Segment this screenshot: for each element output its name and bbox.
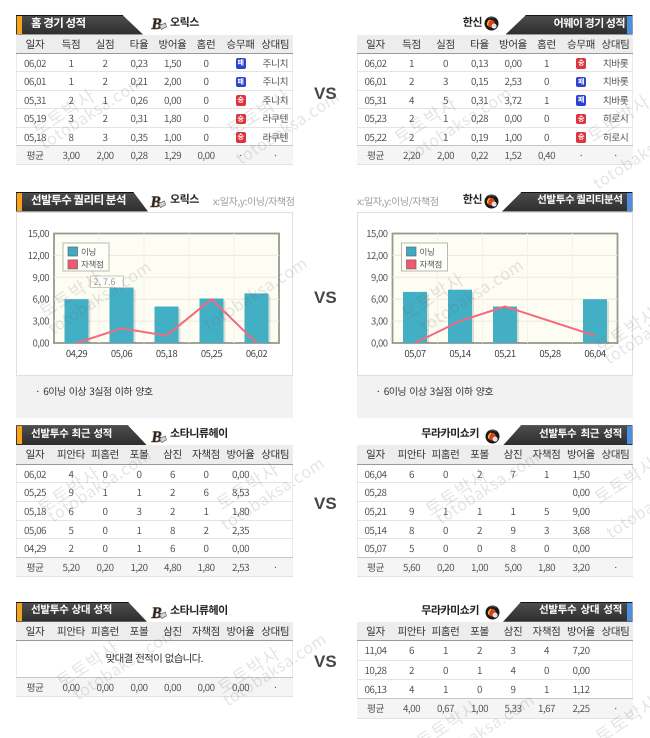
svg-text:06,04: 06,04 [584,346,605,360]
svg-text:05,25: 05,25 [201,346,222,360]
svg-text:B: B [151,429,162,446]
svg-text:05,14: 05,14 [449,346,470,360]
svg-text:9,00: 9,00 [371,269,388,283]
svg-text:9,00: 9,00 [33,269,50,283]
svg-text:12,00: 12,00 [28,247,49,261]
svg-text:6,00: 6,00 [33,291,50,305]
svg-text:자책점: 자책점 [419,258,442,270]
svg-text:0,00: 0,00 [33,335,50,349]
svg-text:자책점: 자책점 [81,258,104,270]
svg-text:6,00: 6,00 [371,291,388,305]
svg-text:15,00: 15,00 [366,226,387,240]
svg-text:이닝: 이닝 [81,245,96,257]
svg-text:04,29: 04,29 [66,346,87,360]
svg-text:B: B [151,16,162,33]
svg-text:2, 7.6: 2, 7.6 [94,275,116,288]
svg-text:3,00: 3,00 [371,313,388,327]
svg-text:B: B [150,194,161,211]
svg-text:05,18: 05,18 [156,346,177,360]
svg-text:12,00: 12,00 [366,247,387,261]
svg-text:06,02: 06,02 [246,346,267,360]
svg-text:05,07: 05,07 [404,346,425,360]
svg-text:이닝: 이닝 [419,245,434,257]
svg-text:05,06: 05,06 [111,346,132,360]
svg-text:05,28: 05,28 [539,346,560,360]
svg-text:B: B [151,605,162,622]
svg-text:3,00: 3,00 [33,313,50,327]
svg-text:15,00: 15,00 [28,226,49,240]
svg-text:05,21: 05,21 [494,346,515,360]
svg-text:0,00: 0,00 [371,335,388,349]
